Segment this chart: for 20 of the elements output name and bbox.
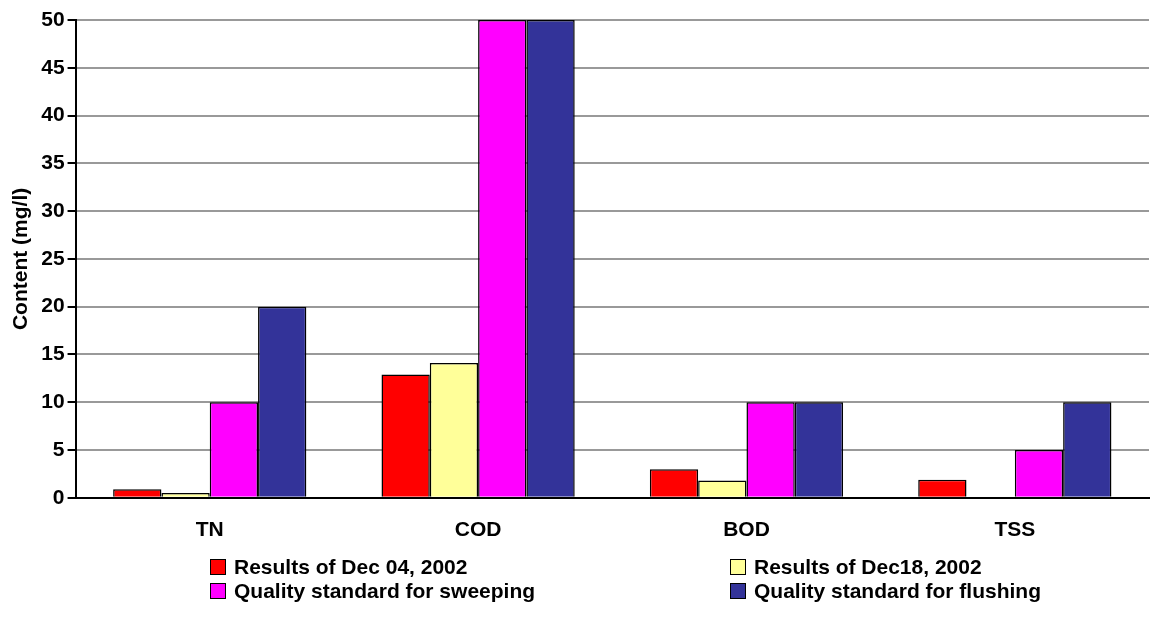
x-tick-label: BOD (723, 517, 770, 541)
y-tick-label: 30 (41, 197, 65, 221)
y-tick-label: 40 (41, 102, 65, 126)
legend-label: Results of Dec 04, 2002 (234, 555, 468, 579)
y-tick-label: 45 (41, 54, 65, 78)
y-tick-label: 25 (41, 245, 65, 269)
y-tick-label: 50 (41, 6, 65, 30)
x-tick-label: TN (195, 517, 224, 541)
x-tick-label: TSS (994, 517, 1036, 541)
x-tick-label: COD (454, 517, 502, 541)
y-tick-label: 10 (41, 389, 65, 413)
y-tick-label: 20 (41, 293, 65, 317)
legend-label: Results of Dec18, 2002 (754, 555, 982, 579)
y-tick-label: 35 (41, 150, 65, 174)
y-tick-label: 0 (52, 484, 65, 508)
y-axis-title: Content (mg/l) (8, 187, 32, 331)
y-tick-label: 15 (41, 341, 65, 365)
y-tick-label: 5 (52, 436, 65, 460)
legend-label: Quality standard for sweeping (234, 579, 536, 603)
legend-label: Quality standard for flushing (754, 579, 1042, 603)
